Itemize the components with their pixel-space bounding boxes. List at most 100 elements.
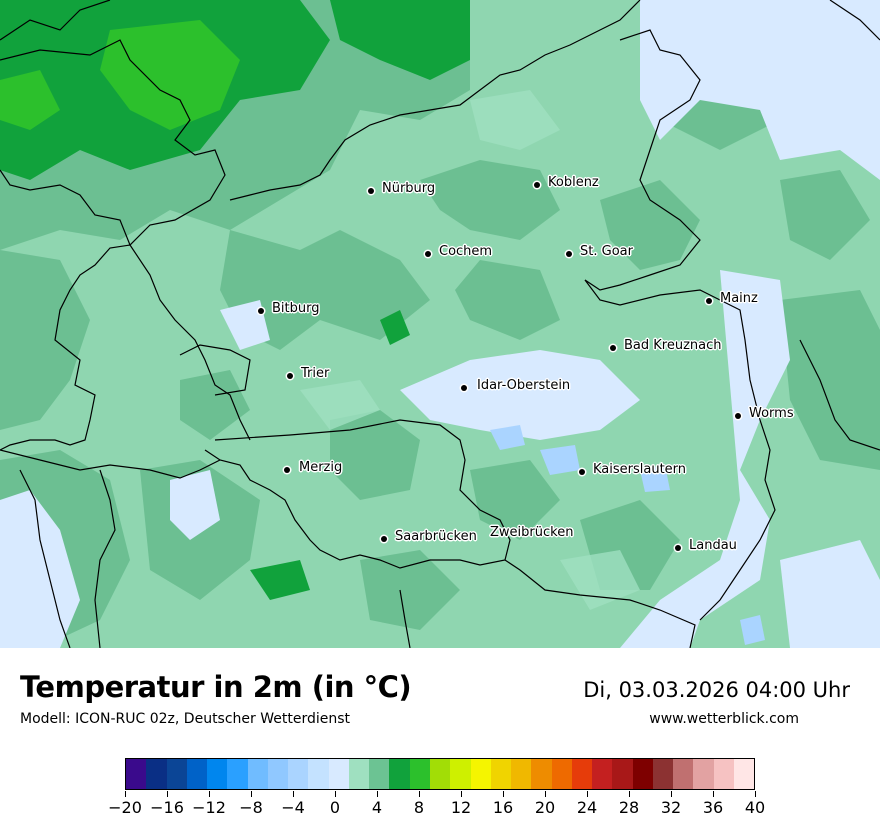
city-label: Bad Kreuznach xyxy=(624,338,722,353)
city-label: Bitburg xyxy=(272,301,320,316)
city-dot xyxy=(287,373,293,379)
scale-tick xyxy=(629,791,630,797)
scale-tick xyxy=(545,791,546,797)
city-dot xyxy=(461,385,467,391)
city-label: Koblenz xyxy=(548,175,599,190)
forecast-datetime: Di, 03.03.2026 04:00 Uhr xyxy=(583,678,850,702)
city-dot xyxy=(381,536,387,542)
scale-tick-label: 4 xyxy=(371,798,383,817)
city-label: Saarbrücken xyxy=(395,529,477,544)
city-label: St. Goar xyxy=(580,244,633,259)
scale-tick-label: 16 xyxy=(492,798,514,817)
color-swatch xyxy=(490,759,512,789)
city-dot xyxy=(566,251,572,257)
color-swatch xyxy=(348,759,370,789)
city-dot xyxy=(534,182,540,188)
scale-tick xyxy=(251,791,252,797)
borders xyxy=(0,0,880,648)
scale-tick xyxy=(503,791,504,797)
color-swatch xyxy=(652,759,674,789)
city-dot xyxy=(368,188,374,194)
city-dot xyxy=(675,545,681,551)
scale-tick xyxy=(167,791,168,797)
color-swatch xyxy=(713,759,734,789)
color-swatch xyxy=(733,759,755,789)
color-swatch xyxy=(207,759,228,789)
city-dot xyxy=(284,467,290,473)
temperature-map: Nürburg Koblenz Cochem St. Goar Mainz Bi… xyxy=(0,0,880,648)
scale-tick xyxy=(461,791,462,797)
city-label: Nürburg xyxy=(382,181,436,196)
scale-tick-label: −16 xyxy=(150,798,184,817)
color-swatch xyxy=(166,759,187,789)
scale-tick-label: −4 xyxy=(281,798,305,817)
color-swatch xyxy=(551,759,572,789)
scale-tick xyxy=(755,791,756,797)
model-info: Modell: ICON-RUC 02z, Deutscher Wetterdi… xyxy=(20,711,351,727)
scale-tick xyxy=(209,791,210,797)
map-fields xyxy=(0,0,880,648)
scale-tick-label: 24 xyxy=(576,798,598,817)
scale-tick xyxy=(125,791,126,797)
color-swatch xyxy=(673,759,694,789)
scale-tick-label: −12 xyxy=(192,798,226,817)
scale-tick xyxy=(293,791,294,797)
zone-mint xyxy=(300,90,640,610)
color-scale-ticks: −20 −16 −12 −8 −4 0 4 8 12 16 20 24 28 32 36 40 xyxy=(0,791,880,821)
scale-tick-label: −8 xyxy=(239,798,263,817)
color-swatch xyxy=(531,759,552,789)
city-label: Landau xyxy=(689,538,737,553)
zone-10to12 xyxy=(0,20,240,130)
color-swatch xyxy=(126,759,147,789)
color-swatch xyxy=(693,759,714,789)
scale-tick xyxy=(335,791,336,797)
city-label: Idar-Oberstein xyxy=(477,378,571,393)
map-footer: Temperatur in 2m (in °C) Modell: ICON-RU… xyxy=(0,648,880,830)
color-swatch xyxy=(267,759,289,789)
city-dot xyxy=(610,345,616,351)
site-link[interactable]: www.wetterblick.com xyxy=(649,711,799,727)
city-label: Trier xyxy=(301,366,330,381)
color-swatch xyxy=(450,759,471,789)
scale-tick-label: 32 xyxy=(660,798,682,817)
scale-tick xyxy=(713,791,714,797)
scale-tick-label: −20 xyxy=(108,798,142,817)
color-swatch xyxy=(389,759,410,789)
city-label: Mainz xyxy=(720,291,758,306)
color-swatch xyxy=(612,759,633,789)
city-label: Merzig xyxy=(299,460,343,475)
scale-tick-label: 12 xyxy=(450,798,472,817)
color-swatch xyxy=(511,759,532,789)
color-swatch xyxy=(227,759,248,789)
city-dot xyxy=(579,469,585,475)
color-swatch xyxy=(632,759,653,789)
color-swatch xyxy=(429,759,451,789)
color-swatch xyxy=(328,759,349,789)
color-swatch xyxy=(409,759,430,789)
color-swatch xyxy=(571,759,593,789)
color-swatch xyxy=(247,759,268,789)
scale-tick xyxy=(671,791,672,797)
city-dot xyxy=(706,298,712,304)
color-swatch xyxy=(592,759,613,789)
city-label: Kaiserslautern xyxy=(593,462,687,477)
color-swatch xyxy=(146,759,167,789)
scale-tick xyxy=(587,791,588,797)
map-title: Temperatur in 2m (in °C) xyxy=(20,670,412,704)
scale-tick-label: 36 xyxy=(702,798,724,817)
color-swatch xyxy=(470,759,491,789)
city-dot xyxy=(735,413,741,419)
scale-tick xyxy=(377,791,378,797)
color-swatch xyxy=(288,759,309,789)
city-label: Zweibrücken xyxy=(490,525,574,540)
city-label: Cochem xyxy=(439,244,493,259)
scale-tick-label: 40 xyxy=(744,798,766,817)
city-label: Worms xyxy=(749,406,794,421)
scale-tick xyxy=(419,791,420,797)
color-scale xyxy=(125,758,755,790)
color-swatch xyxy=(308,759,329,789)
scale-tick-label: 28 xyxy=(618,798,640,817)
zone-neg2to0 xyxy=(490,425,765,645)
color-swatch xyxy=(369,759,390,789)
scale-tick-label: 0 xyxy=(329,798,341,817)
